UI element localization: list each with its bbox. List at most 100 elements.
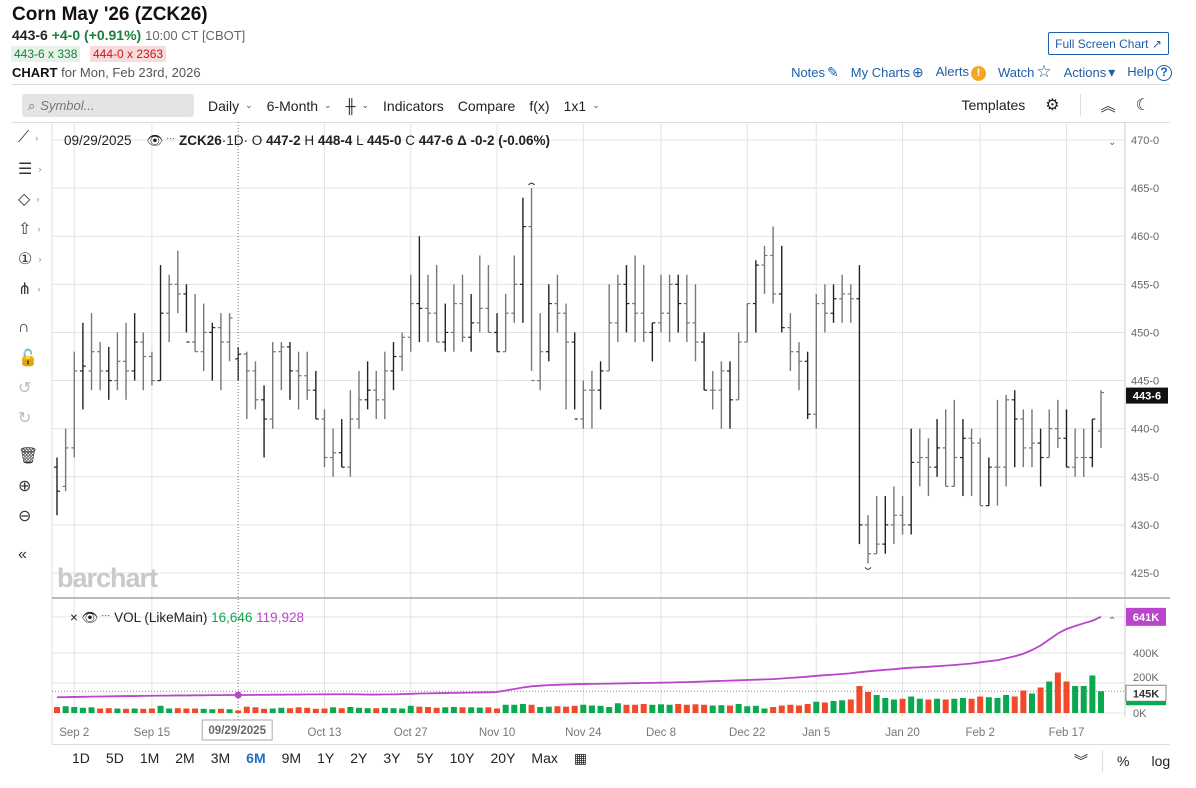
volume-bar: [97, 708, 104, 713]
zoom-in-icon[interactable]: ⊕: [18, 478, 32, 495]
collapse-pane-icon[interactable]: ⌃: [1108, 616, 1116, 627]
period-5y[interactable]: 5Y: [416, 750, 434, 766]
magnet-icon[interactable]: ∩: [18, 319, 30, 336]
period-1d[interactable]: 1D: [72, 750, 90, 766]
volume-bar: [226, 709, 233, 713]
ohlc-bar: [286, 342, 293, 400]
period-6m[interactable]: 6M: [246, 750, 266, 766]
templates-button[interactable]: Templates: [961, 97, 1026, 113]
volume-bar: [977, 696, 984, 713]
percent-toggle[interactable]: %: [1117, 753, 1130, 769]
pitchfork-icon[interactable]: ⋔ ›: [18, 281, 41, 298]
ohlc-bar: [217, 313, 224, 391]
ohlc-bar: [865, 515, 872, 564]
date-tick-label: Jan 20: [885, 727, 920, 739]
divider: [1079, 94, 1081, 116]
volume-bar: [459, 707, 466, 713]
layout-dropdown[interactable]: 1x1 ⌄: [564, 98, 600, 114]
ohlc-bar: [744, 302, 751, 343]
watch-link[interactable]: Watch ☆: [998, 62, 1052, 82]
last-price-label: 443-6: [1133, 391, 1161, 403]
ohlc-bar: [476, 255, 483, 333]
legend-date: 09/29/2025: [64, 133, 132, 148]
calendar-icon[interactable]: ▦: [573, 750, 588, 766]
lock-icon[interactable]: 🔓: [18, 350, 38, 367]
collapse-pane-icon[interactable]: ⌄: [1108, 137, 1116, 148]
volume-tick-label: 0K: [1133, 708, 1147, 720]
volume-bar: [252, 707, 259, 713]
moon-icon[interactable]: ☾: [1135, 97, 1150, 114]
range-dropdown[interactable]: 6-Month ⌄: [267, 98, 332, 114]
indicators-button[interactable]: Indicators: [383, 98, 444, 114]
compare-button[interactable]: Compare: [458, 98, 516, 114]
period-1m[interactable]: 1M: [139, 750, 160, 766]
volume-bar: [1020, 690, 1027, 713]
actions-label: Actions: [1063, 64, 1107, 80]
period-10y[interactable]: 10Y: [449, 750, 475, 766]
ohlc-bar: [985, 457, 992, 507]
my-charts-link[interactable]: My Charts ⊕: [851, 64, 924, 81]
chart-links: Notes ✎ My Charts ⊕ Alerts! Watch ☆ Actions…: [791, 62, 1172, 82]
number-marker-icon[interactable]: ① ›: [18, 251, 42, 268]
ohlc-bar: [157, 265, 164, 382]
period-20y[interactable]: 20Y: [490, 750, 516, 766]
close-icon[interactable]: ×: [70, 610, 78, 625]
period-selector: 1D 5D 1M 2M 3M 6M 9M 1Y 2Y 3Y 5Y 10Y 20Y Max ▦: [64, 750, 595, 767]
undo-icon[interactable]: ↺: [18, 380, 32, 397]
period-1y[interactable]: 1Y: [317, 750, 335, 766]
redo-icon[interactable]: ↻: [18, 410, 32, 427]
price-chart[interactable]: 470-0 465-0 460-0 455-0 450-0 445-0 440-0 435-0…: [0, 122, 1196, 752]
fib-icon[interactable]: ☰ ›: [18, 161, 42, 178]
collapse-icon[interactable]: «: [18, 546, 27, 563]
arrow-icon[interactable]: ⇧ ›: [18, 221, 41, 238]
volume-bar: [821, 702, 828, 713]
volume-bar: [416, 706, 423, 713]
more-icon[interactable]: ···: [163, 133, 176, 143]
volume-bar: [140, 708, 147, 713]
more-icon[interactable]: ···: [98, 610, 111, 620]
eye-icon[interactable]: 👁: [81, 610, 99, 625]
zoom-out-icon[interactable]: ⊖: [18, 508, 32, 525]
ohlc-bar: [951, 399, 958, 487]
trash-icon[interactable]: 🗑: [18, 448, 39, 465]
period-9m[interactable]: 9M: [281, 750, 302, 766]
ohlc-bar: [994, 399, 1001, 506]
actions-menu[interactable]: Actions ▾: [1064, 64, 1116, 81]
period-3y[interactable]: 3Y: [383, 750, 401, 766]
volume-bar: [847, 699, 854, 713]
notes-link[interactable]: Notes ✎: [791, 64, 839, 81]
gear-icon[interactable]: ⚙: [1045, 97, 1060, 114]
full-screen-chart-button[interactable]: Full Screen Chart ↗: [1048, 32, 1169, 55]
crosshair-point: [234, 691, 242, 699]
price-tick-label: 440-0: [1131, 424, 1159, 436]
period-2m[interactable]: 2M: [175, 750, 195, 766]
ohlc-bar: [787, 313, 794, 371]
period-2y[interactable]: 2Y: [350, 750, 368, 766]
fx-button[interactable]: f(x): [529, 98, 549, 114]
ohlc-bar: [62, 428, 69, 492]
ohlc-bar: [649, 322, 656, 362]
volume-bar: [692, 704, 699, 713]
period-5d[interactable]: 5D: [105, 750, 124, 766]
expand-down-icon[interactable]: ︾: [1074, 753, 1088, 769]
bar-type-dropdown[interactable]: ╫ ⌄: [346, 98, 369, 114]
log-toggle[interactable]: log: [1151, 753, 1171, 769]
ohlc-bar: [675, 274, 682, 333]
interval-dropdown[interactable]: Daily ⌄: [208, 98, 253, 114]
period-max[interactable]: Max: [531, 750, 558, 766]
period-3m[interactable]: 3M: [210, 750, 231, 766]
shape-icon[interactable]: ◇ ›: [18, 191, 40, 208]
symbol-search-input[interactable]: ⌕ Symbol...: [22, 94, 194, 117]
help-link[interactable]: Help?: [1127, 64, 1172, 81]
volume-bar: [839, 700, 846, 713]
volume-bar: [554, 706, 561, 713]
collapse-up-icon[interactable]: ︽: [1100, 97, 1116, 115]
ohlc-bar: [588, 370, 595, 429]
ohlc-bar: [338, 419, 345, 468]
eye-icon[interactable]: 👁: [146, 133, 164, 148]
volume-bar: [330, 707, 337, 713]
help-label: Help: [1127, 63, 1154, 79]
ohlc-bar: [1054, 399, 1061, 448]
alerts-link[interactable]: Alerts!: [936, 64, 986, 81]
trendline-icon[interactable]: ⟋ ›: [18, 129, 39, 146]
